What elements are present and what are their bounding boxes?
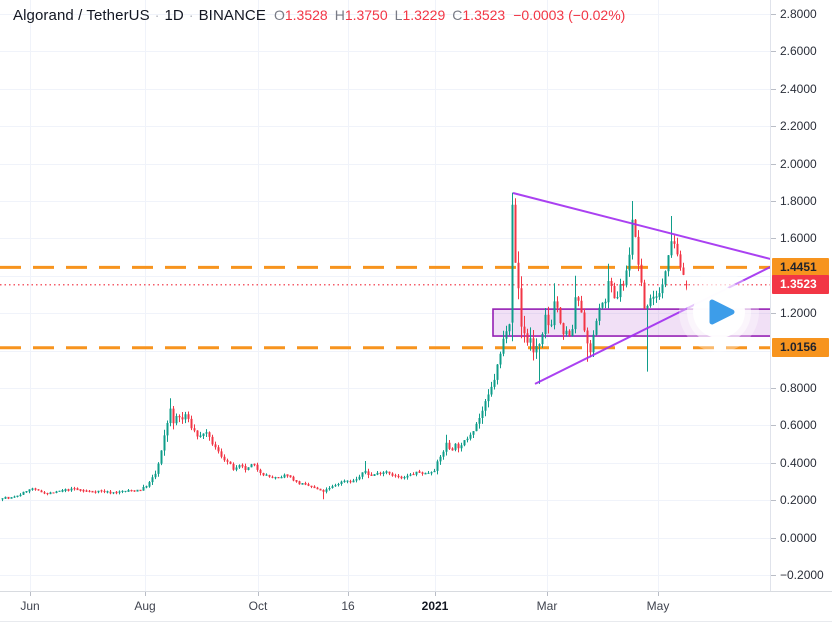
chart-plot[interactable] bbox=[0, 0, 770, 591]
ohlc-close-value: 1.3523 bbox=[462, 7, 506, 23]
price-tick-label: 2.6000 bbox=[771, 43, 832, 59]
price-tick-mark bbox=[771, 537, 776, 539]
price-tick-label: 1.2000 bbox=[771, 305, 832, 321]
price-tick-mark bbox=[771, 201, 776, 203]
time-tick-label: Oct bbox=[248, 599, 268, 613]
price-tick-label: 0.2000 bbox=[771, 492, 832, 508]
price-tick-label: −0.2000 bbox=[771, 567, 832, 583]
last-price-badge: 1.3523 bbox=[772, 275, 829, 295]
price-tick-label: 1.8000 bbox=[771, 193, 832, 209]
price-tick-mark bbox=[771, 14, 776, 16]
time-axis[interactable]: Jun Aug Oct 16 2021 Mar May bbox=[0, 591, 832, 622]
price-tick-mark bbox=[771, 88, 776, 90]
play-button[interactable] bbox=[679, 272, 759, 352]
interval-label[interactable]: 1D bbox=[164, 7, 184, 24]
play-icon bbox=[709, 299, 735, 325]
price-tick-mark bbox=[771, 388, 776, 390]
ohlc-open-letter: O bbox=[273, 7, 285, 23]
time-tick-mark bbox=[435, 592, 436, 596]
price-tick-label: 0.0000 bbox=[771, 530, 832, 546]
time-tick-label: Mar bbox=[536, 599, 558, 613]
exchange-label: BINANCE bbox=[198, 7, 266, 24]
price-tick-label: 2.2000 bbox=[771, 118, 832, 134]
upper-trendline-drawing[interactable] bbox=[512, 192, 770, 260]
time-tick-label: May bbox=[646, 599, 670, 613]
price-tick-label: 0.8000 bbox=[771, 380, 832, 396]
ohlc-high: H1.3750 bbox=[335, 7, 388, 23]
price-tick-mark bbox=[771, 163, 776, 165]
time-tick-mark bbox=[658, 592, 659, 596]
ohlc-open: O1.3528 bbox=[274, 7, 328, 23]
price-tick-label: 0.4000 bbox=[771, 455, 832, 471]
ohlc-high-letter: H bbox=[334, 7, 345, 23]
price-tick-label: 2.8000 bbox=[771, 6, 832, 22]
time-tick-label: Aug bbox=[134, 599, 156, 613]
separator-dot: · bbox=[150, 7, 164, 23]
time-tick-label: Jun bbox=[20, 599, 40, 613]
alert-price-badge: 1.0156 bbox=[772, 338, 829, 358]
price-tick-label: 2.0000 bbox=[771, 156, 832, 172]
ohlc-open-value: 1.3528 bbox=[284, 7, 328, 23]
ohlc-high-value: 1.3750 bbox=[344, 7, 388, 23]
price-tick-label: 0.6000 bbox=[771, 417, 832, 433]
symbol-title[interactable]: Algorand / TetherUS · 1D · BINANCE bbox=[13, 7, 266, 24]
price-tick-mark bbox=[771, 51, 776, 53]
ohlc-low-value: 1.3229 bbox=[402, 7, 446, 23]
alert-price-badge: 1.4451 bbox=[772, 257, 829, 277]
time-tick-label: 16 bbox=[341, 599, 355, 613]
price-tick-label: 2.4000 bbox=[771, 81, 832, 97]
time-tick-mark bbox=[348, 592, 349, 596]
grid bbox=[0, 0, 770, 591]
time-tick-mark bbox=[145, 592, 146, 596]
time-tick-mark bbox=[547, 592, 548, 596]
price-tick-mark bbox=[771, 500, 776, 502]
price-tick-mark bbox=[771, 126, 776, 128]
time-tick-mark bbox=[30, 592, 31, 596]
candlestick-series bbox=[1, 192, 688, 502]
down-candle-bodies bbox=[7, 204, 688, 499]
ohlc-readout: O1.3528 H1.3750 L1.3229 C1.3523 bbox=[274, 7, 505, 23]
separator-dot: · bbox=[184, 7, 198, 23]
price-tick-mark bbox=[771, 313, 776, 315]
price-tick-label: 1.6000 bbox=[771, 230, 832, 246]
ohlc-close-letter: C bbox=[452, 7, 463, 23]
up-candle-bodies bbox=[1, 204, 673, 500]
symbol-name: Algorand / TetherUS bbox=[13, 7, 150, 24]
symbol-header: Algorand / TetherUS · 1D · BINANCE O1.35… bbox=[13, 7, 625, 24]
change-readout: −0.0003 (−0.02%) bbox=[513, 7, 626, 23]
ohlc-low-letter: L bbox=[394, 7, 403, 23]
price-tick-mark bbox=[771, 238, 776, 240]
price-axis[interactable]: 2.8000 2.6000 2.4000 2.2000 2.0000 1.8000 1.60… bbox=[770, 0, 832, 591]
ohlc-close: C1.3523 bbox=[452, 7, 505, 23]
ohlc-low: L1.3229 bbox=[395, 7, 446, 23]
price-tick-mark bbox=[771, 462, 776, 464]
price-tick-mark bbox=[771, 425, 776, 427]
price-tick-mark bbox=[771, 575, 776, 577]
time-tick-label: 2021 bbox=[421, 599, 449, 613]
time-tick-mark bbox=[258, 592, 259, 596]
